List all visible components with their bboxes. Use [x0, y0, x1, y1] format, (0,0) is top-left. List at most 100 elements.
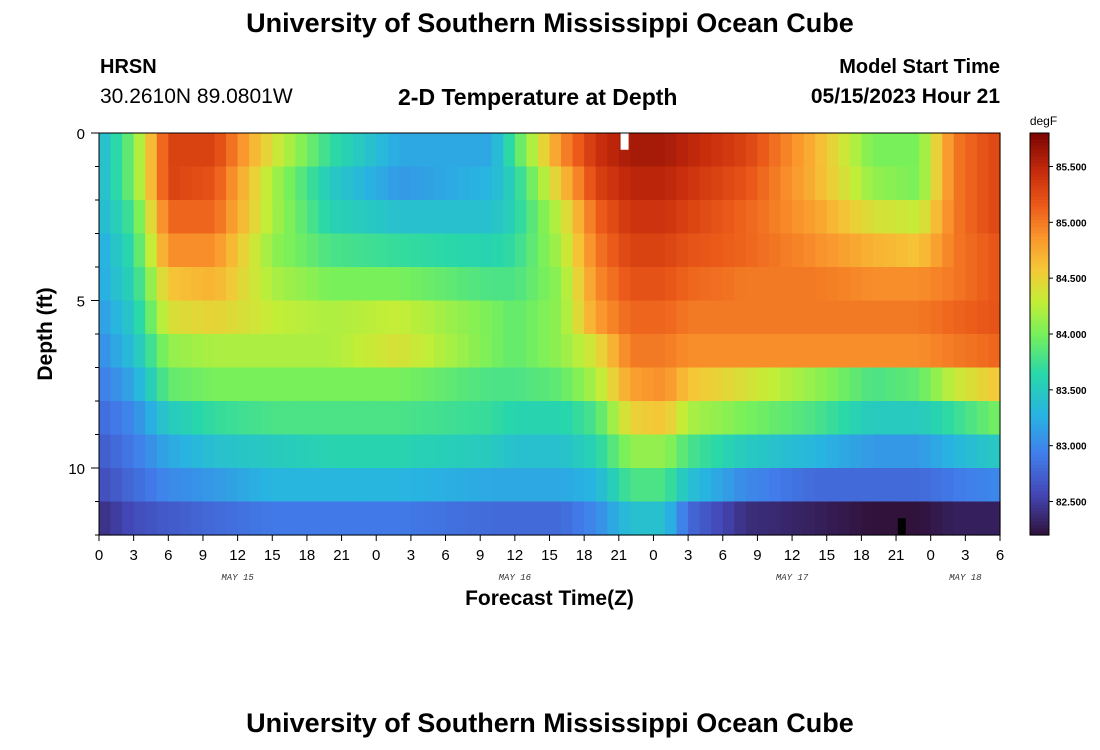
heatmap-cell — [930, 166, 943, 201]
heatmap-cell — [133, 200, 146, 235]
heatmap-cell — [445, 434, 458, 469]
heatmap-cell — [387, 166, 400, 201]
heatmap-cell — [179, 501, 193, 536]
heatmap-cell — [399, 367, 412, 402]
heatmap-cell — [942, 501, 955, 536]
heatmap-cell — [503, 166, 516, 201]
heatmap-cell — [226, 501, 239, 536]
heatmap-cell — [433, 434, 447, 469]
x-tick-label: 0 — [927, 547, 935, 564]
heatmap-cell — [330, 334, 343, 369]
heatmap-cell — [988, 434, 1001, 469]
heatmap-cell — [526, 300, 539, 335]
heatmap-cell — [942, 166, 955, 201]
heatmap-cell — [272, 300, 285, 335]
colorbar-segment — [1030, 189, 1049, 194]
heatmap-cell — [607, 200, 620, 235]
heatmap-cell — [318, 367, 331, 402]
heatmap-cell — [514, 233, 527, 268]
heatmap-cell — [433, 267, 447, 302]
heatmap-cell — [618, 434, 631, 469]
heatmap-cell — [410, 401, 424, 436]
heatmap-cell — [387, 133, 400, 168]
heatmap-cell — [630, 300, 643, 335]
heatmap-cell — [872, 334, 886, 369]
heatmap-cell — [168, 233, 181, 268]
heatmap-cell — [896, 401, 909, 436]
heatmap-cell — [341, 468, 354, 503]
heatmap-cell — [896, 468, 909, 503]
heatmap-cell — [919, 133, 932, 168]
heatmap-cell — [665, 233, 678, 268]
colorbar-segment — [1030, 528, 1049, 533]
heatmap-cell — [133, 267, 146, 302]
heatmap-cell — [306, 367, 320, 402]
heatmap-cell — [272, 200, 285, 235]
heatmap-cell — [214, 200, 227, 235]
heatmap-cell — [711, 300, 724, 335]
x-tick-label: 12 — [784, 547, 801, 564]
heatmap-cell — [537, 300, 551, 335]
heatmap-cell — [260, 300, 273, 335]
heatmap-cell — [214, 468, 227, 503]
colorbar-segment — [1030, 163, 1049, 168]
heatmap-cell — [826, 501, 839, 536]
heatmap-cell — [445, 200, 458, 235]
colorbar-segment — [1030, 203, 1049, 208]
heatmap-cell — [410, 166, 424, 201]
heatmap-cell — [826, 468, 839, 503]
heatmap-cell — [191, 200, 204, 235]
heatmap-cell — [156, 434, 169, 469]
heatmap-cell — [618, 334, 631, 369]
heatmap-cell — [630, 133, 643, 168]
heatmap-cell — [272, 334, 285, 369]
heatmap-cell — [295, 233, 308, 268]
heatmap-cell — [226, 267, 239, 302]
heatmap-cell — [965, 133, 978, 168]
colorbar-segment — [1030, 136, 1049, 141]
heatmap-cell — [226, 334, 239, 369]
heatmap-cell — [168, 300, 181, 335]
heatmap-cell — [953, 300, 966, 335]
colorbar-segment — [1030, 514, 1049, 519]
heatmap-cell — [399, 300, 412, 335]
colorbar-segment — [1030, 431, 1049, 436]
heatmap-cell — [803, 401, 816, 436]
heatmap-cell — [468, 434, 481, 469]
colorbar-segment — [1030, 166, 1049, 171]
heatmap-cell — [688, 267, 701, 302]
heatmap-cell — [156, 133, 169, 168]
heatmap-cell — [202, 200, 216, 235]
heatmap-cell — [168, 501, 181, 536]
heatmap-cell — [861, 334, 874, 369]
date-label: MAY 15 — [221, 573, 254, 583]
heatmap-cell — [561, 233, 574, 268]
heatmap-cell — [872, 233, 886, 268]
heatmap-cell — [202, 233, 216, 268]
heatmap-cell — [826, 133, 839, 168]
heatmap-cell — [768, 401, 782, 436]
heatmap-cell — [306, 468, 320, 503]
heatmap-cell — [572, 468, 585, 503]
heatmap-cell — [491, 501, 504, 536]
colorbar-segment — [1030, 267, 1049, 271]
heatmap-cell — [584, 133, 597, 168]
colorbar-segment — [1030, 210, 1049, 214]
heatmap-cell — [376, 367, 389, 402]
heatmap-cell — [122, 166, 135, 201]
x-tick-label: 18 — [853, 547, 870, 564]
heatmap-cell — [665, 468, 678, 503]
heatmap-cell — [122, 468, 135, 503]
heatmap-cell — [722, 166, 735, 201]
x-tick-label: 3 — [961, 547, 969, 564]
heatmap-cell — [653, 200, 666, 235]
heatmap-cell — [584, 334, 597, 369]
heatmap-cell — [514, 401, 527, 436]
heatmap-cell — [226, 166, 239, 201]
heatmap-cell — [896, 166, 909, 201]
heatmap-cell — [387, 334, 400, 369]
heatmap-cell — [618, 501, 631, 536]
heatmap-cell — [699, 300, 712, 335]
heatmap-cell — [815, 501, 828, 536]
heatmap-cell — [399, 401, 412, 436]
